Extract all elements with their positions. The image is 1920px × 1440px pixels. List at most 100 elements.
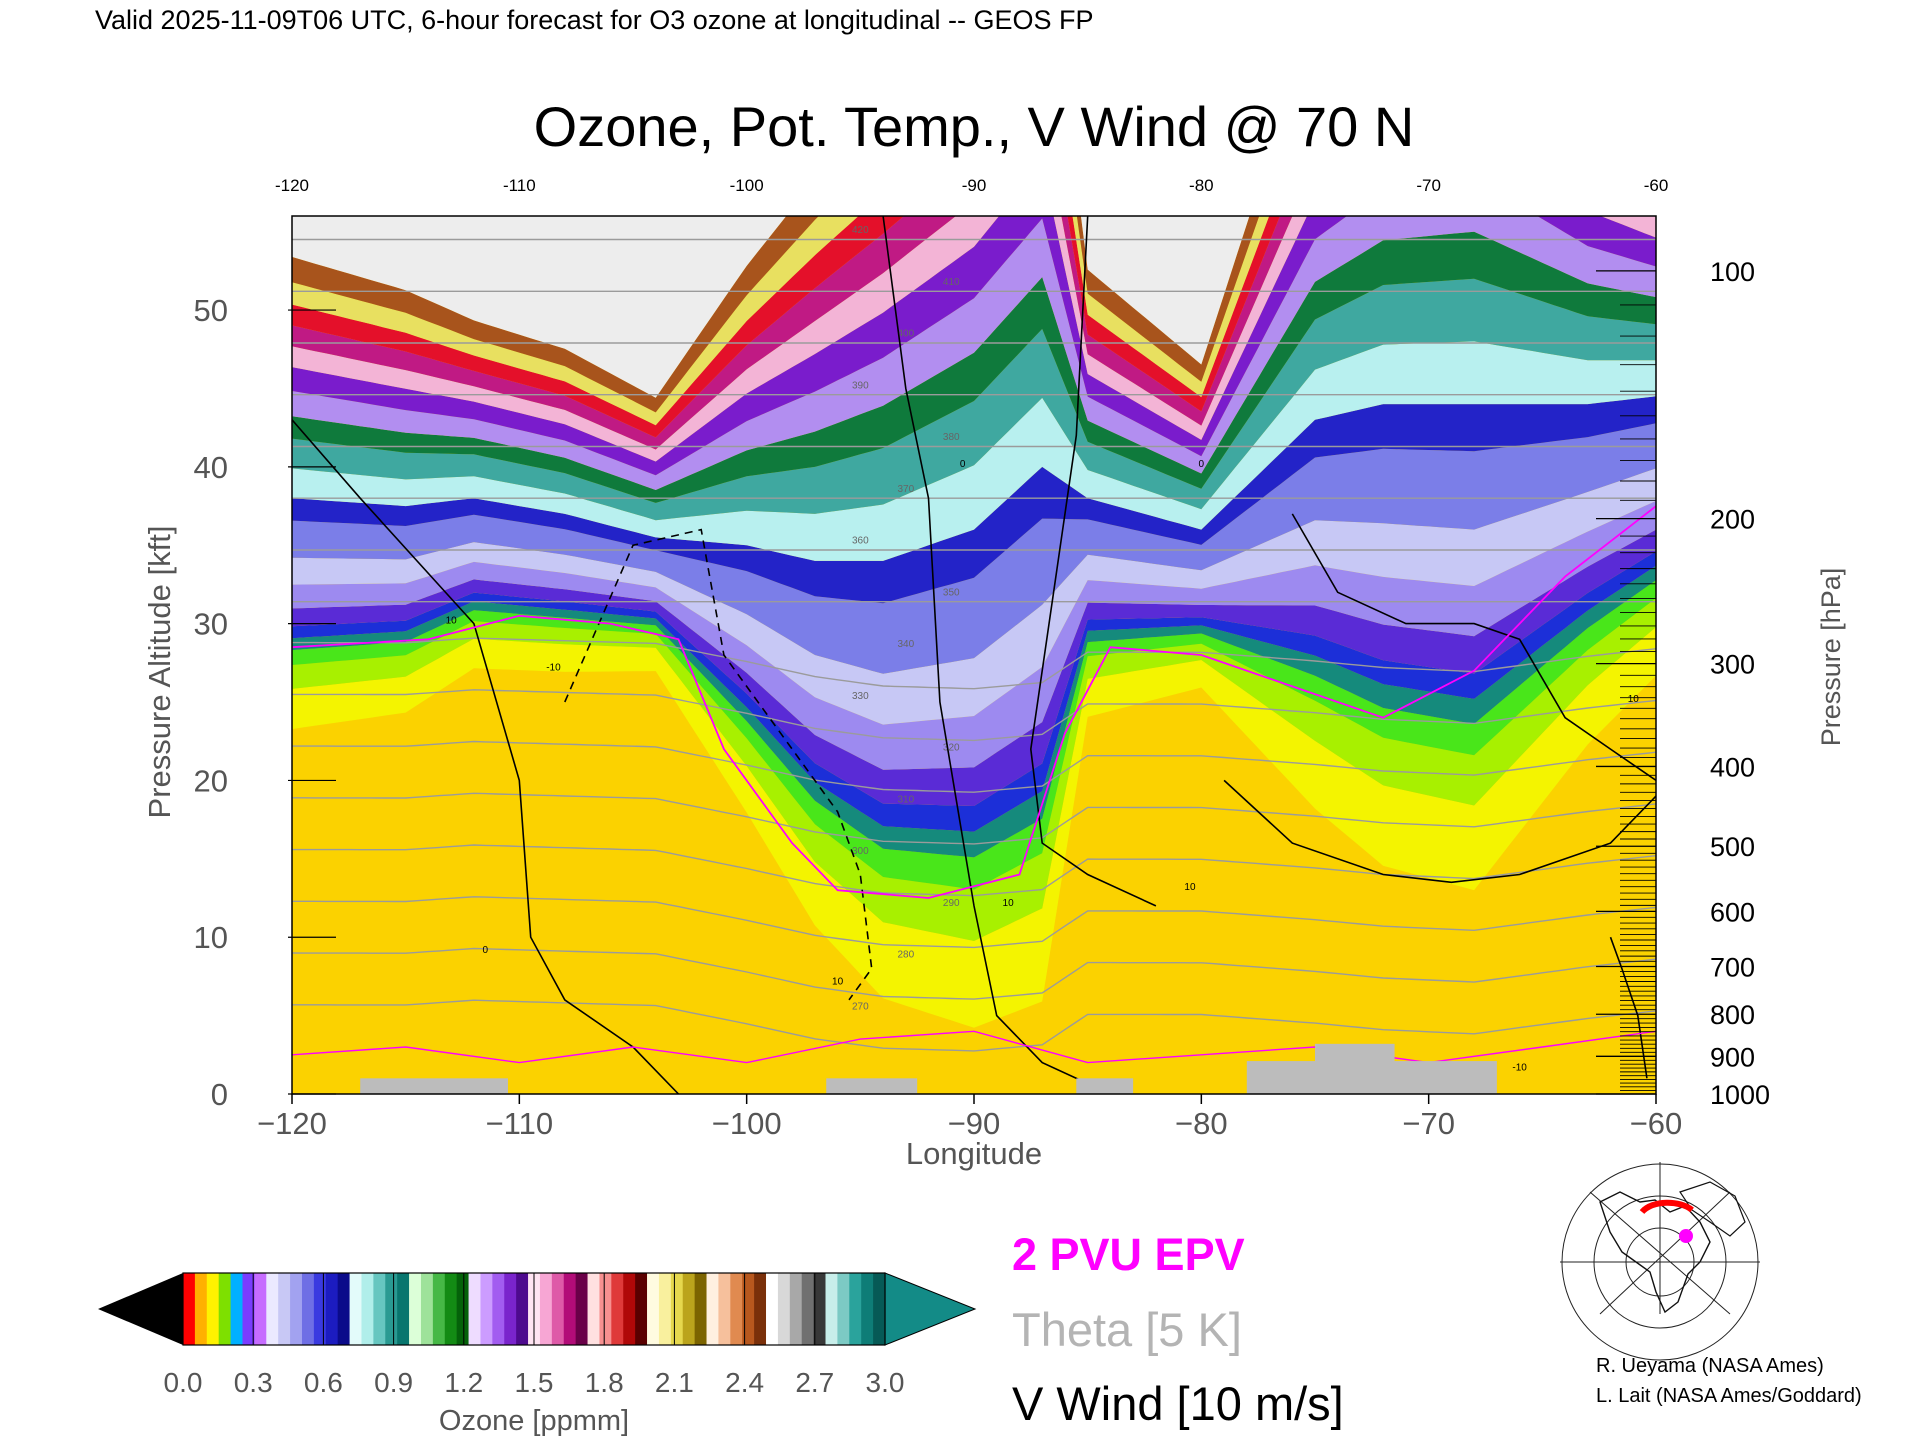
ozone-band (292, 598, 1656, 941)
colorbar-cell (313, 1273, 327, 1345)
colorbar-cell (397, 1273, 410, 1345)
left-tick-label: 20 (194, 763, 228, 798)
colorbar-cell (290, 1273, 303, 1345)
y-axis-label-right: Pressure [hPa] (1816, 568, 1846, 747)
wind-label: 0 (960, 459, 966, 470)
colorbar-cell (349, 1273, 363, 1345)
wind-label: -10 (546, 663, 561, 674)
colorbar-cell (361, 1273, 374, 1345)
theta-contour (292, 792, 1656, 845)
ozone-band (292, 216, 1260, 413)
colorbar-cell (254, 1273, 267, 1345)
top-tick-label: -90 (962, 176, 987, 195)
figure-header: Valid 2025-11-09T06 UTC, 6-hour forecast… (95, 5, 1094, 35)
polar-map-icon (1560, 1162, 1760, 1361)
colorbar-cell (694, 1273, 708, 1345)
bottom-tick-label: −80 (1175, 1106, 1228, 1141)
ozone-band (292, 341, 1656, 561)
right-tick-label: 900 (1710, 1042, 1755, 1072)
colorbar-tick-label: 1.8 (585, 1367, 624, 1398)
wind-contour (564, 528, 873, 1001)
theta-label: 390 (852, 380, 869, 391)
colorbar-cell (801, 1273, 815, 1345)
colorbar-cell (635, 1273, 648, 1345)
colorbar-cell (409, 1273, 422, 1345)
left-tick-label: 40 (194, 450, 228, 485)
theta-contour (292, 896, 1656, 949)
right-tick-label: 600 (1710, 897, 1755, 927)
colorbar-cell (492, 1273, 505, 1345)
colorbar-cell (539, 1273, 553, 1345)
theta-contours: 270 280 290 300 310 320 330 340 350 360 370 380 390 4… (292, 225, 1656, 1052)
bottom-tick-label: −110 (486, 1106, 554, 1141)
terrain-block (360, 1078, 508, 1094)
legend-wind: V Wind [10 m/s] (1012, 1377, 1344, 1430)
credit-line-1: R. Ueyama (NASA Ames) (1596, 1355, 1824, 1377)
top-tick-label: -120 (275, 176, 309, 195)
colorbar-cell (611, 1273, 624, 1345)
colorbar-cell (301, 1273, 315, 1345)
colorbar-cell (385, 1273, 398, 1345)
ozone-band (292, 396, 1656, 604)
theta-label: 410 (943, 277, 960, 288)
ozone-band (292, 529, 1656, 806)
theta-label: 310 (897, 794, 914, 805)
colorbar-tick-label: 2.1 (655, 1367, 694, 1398)
bottom-tick-label: −120 (257, 1106, 327, 1141)
left-tick-label: 10 (194, 920, 228, 955)
epv-contour (292, 505, 1656, 899)
colorbar-tick-label: 3.0 (866, 1367, 905, 1398)
theta-label: 320 (943, 743, 960, 754)
bottom-tick-label: −70 (1402, 1106, 1455, 1141)
colorbar-cell (266, 1273, 279, 1345)
colorbar-tick-label: 2.7 (795, 1367, 834, 1398)
colorbar-tick-label: 0.0 (164, 1367, 203, 1398)
theta-label: 370 (897, 484, 914, 495)
colorbar-cell (183, 1273, 196, 1345)
right-tick-label: 400 (1710, 752, 1755, 782)
ozone-band (292, 668, 1656, 1094)
wind-contour (292, 419, 680, 1094)
top-tick-label: -100 (730, 176, 764, 195)
theta-contour (292, 947, 1656, 1000)
colorbar-cell (242, 1273, 255, 1345)
colorbar-cell (837, 1273, 850, 1345)
colorbar-cell (230, 1273, 244, 1345)
colorbar-cell (825, 1273, 839, 1345)
colorbar-cell (861, 1273, 874, 1345)
ozone-band (292, 500, 1656, 770)
colorbar-cell (563, 1273, 577, 1345)
ozone-band (292, 216, 1656, 476)
colorbar-cell (623, 1273, 636, 1345)
right-tick-label: 700 (1710, 952, 1755, 982)
colorbar-tick-label: 1.5 (515, 1367, 554, 1398)
pressure-axis: 100 200 300 400 500 600 700 800 900 1000 (1596, 257, 1770, 1110)
right-tick-label: 100 (1710, 257, 1755, 287)
ozone-band (292, 216, 1293, 450)
top-tick-label: -80 (1189, 176, 1214, 195)
right-tick-label: 500 (1710, 832, 1755, 862)
top-tick-label: -70 (1416, 176, 1441, 195)
colorbar-high-arrow (884, 1272, 977, 1346)
theta-label: 340 (897, 639, 914, 650)
bottom-longitude-axis: −120 −110 −100 −90 −80 −70 −60 (257, 1094, 1682, 1141)
theta-contour (292, 844, 1656, 897)
colorbar-cell (206, 1273, 220, 1345)
wind-label: 10 (1628, 694, 1640, 705)
theta-label: 360 (852, 536, 869, 547)
terrain-mask (360, 1043, 1497, 1094)
left-tick-label: 30 (194, 607, 228, 642)
theta-contour (292, 740, 1656, 793)
colorbar-cell (730, 1273, 743, 1345)
colorbar-cell (789, 1273, 803, 1345)
colorbar-cell (742, 1273, 755, 1345)
colorbar-cell (504, 1273, 517, 1345)
colorbar-cell (468, 1273, 482, 1345)
ozone-band (292, 278, 1656, 521)
right-tick-label: 300 (1710, 650, 1755, 680)
colorbar-cell (516, 1273, 529, 1345)
colorbar-cell (813, 1273, 827, 1345)
right-tick-label: 800 (1710, 1000, 1755, 1030)
colorbar-cell (194, 1273, 208, 1345)
